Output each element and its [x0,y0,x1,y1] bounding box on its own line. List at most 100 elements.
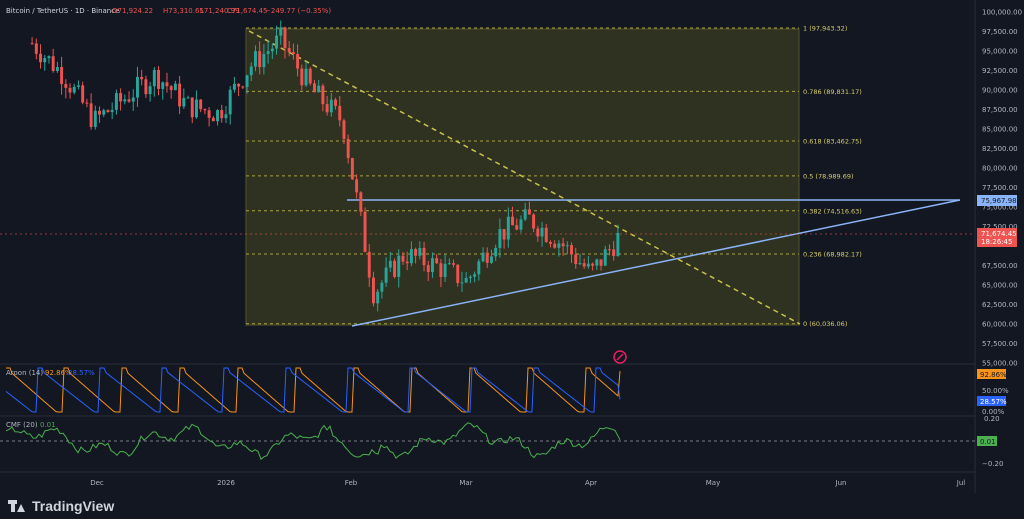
candle-body[interactable] [296,54,300,69]
candle-body[interactable] [93,110,97,128]
candle-body[interactable] [283,27,287,49]
candle-body[interactable] [435,258,439,264]
candle-body[interactable] [140,76,144,80]
candle-body[interactable] [371,277,375,304]
cmf-label[interactable]: CMF (20) [6,421,38,429]
candle-body[interactable] [270,48,274,52]
ascending-support-line[interactable] [351,199,961,327]
candle-body[interactable] [55,67,59,71]
aroon-up-line[interactable] [6,367,621,413]
candle-body[interactable] [405,261,409,264]
candle-body[interactable] [157,69,161,89]
candle-body[interactable] [473,274,477,277]
candle-body[interactable] [266,51,270,54]
candle-body[interactable] [51,56,55,71]
candle-body[interactable] [194,99,198,118]
candle-body[interactable] [401,255,405,262]
candle-body[interactable] [135,76,139,98]
time-axis[interactable]: Dec 2026 Feb Mar Apr May Jun Jul [90,479,965,487]
candle-body[interactable] [561,243,565,247]
candle-body[interactable] [376,291,380,304]
candle-body[interactable] [308,68,312,84]
candle-body[interactable] [536,228,540,237]
candle-body[interactable] [384,267,388,283]
candle-body[interactable] [275,35,279,49]
candle-body[interactable] [329,99,333,113]
candle-body[interactable] [123,99,127,102]
candlestick-series[interactable] [30,20,620,312]
candle-body[interactable] [106,110,110,113]
candle-body[interactable] [228,89,232,115]
candle-body[interactable] [279,27,283,36]
candle-body[interactable] [582,263,586,267]
candle-body[interactable] [89,103,93,128]
candle-body[interactable] [119,93,123,102]
candle-body[interactable] [165,82,169,87]
candle-body[interactable] [574,254,578,265]
candle-body[interactable] [60,67,64,85]
candle-body[interactable] [304,68,308,86]
candle-body[interactable] [409,249,413,264]
candle-body[interactable] [498,229,502,248]
candle-body[interactable] [30,43,34,45]
tradingview-logo[interactable]: TradingView [8,498,114,514]
candle-body[interactable] [161,82,165,89]
candle-body[interactable] [300,68,304,86]
candle-body[interactable] [439,263,443,278]
candle-body[interactable] [595,259,599,266]
fib-levels[interactable]: 1 (97,943.32) 0.786 (89,831.17) 0.618 (83,… [246,25,862,329]
candle-body[interactable] [321,85,325,105]
candle-body[interactable] [443,263,447,278]
candle-body[interactable] [190,97,194,118]
candle-body[interactable] [489,256,493,263]
candle-body[interactable] [418,247,422,256]
candle-body[interactable] [481,252,485,262]
candle-body[interactable] [186,97,190,99]
candle-body[interactable] [414,249,418,256]
aroon-label[interactable]: Aroon (14) [6,369,43,377]
candle-body[interactable] [127,99,131,102]
candle-body[interactable] [237,83,241,87]
candle-body[interactable] [456,264,460,283]
candle-body[interactable] [317,85,321,93]
candle-body[interactable] [291,52,295,55]
candle-body[interactable] [544,227,548,242]
cmf-line[interactable] [5,422,621,461]
candle-body[interactable] [511,216,515,226]
candle-body[interactable] [258,51,262,68]
candle-body[interactable] [477,261,481,275]
candle-body[interactable] [220,110,224,119]
candle-body[interactable] [603,249,607,266]
candle-body[interactable] [342,120,346,139]
candle-body[interactable] [68,87,72,93]
candle-body[interactable] [85,102,89,104]
candle-body[interactable] [460,282,464,284]
candle-body[interactable] [98,110,102,115]
candle-body[interactable] [540,227,544,237]
candle-body[interactable] [607,249,611,251]
candle-body[interactable] [519,219,523,230]
candle-body[interactable] [241,86,245,88]
candle-body[interactable] [262,53,266,68]
candle-body[interactable] [199,99,203,110]
candle-body[interactable] [203,109,207,111]
candle-body[interactable] [182,98,186,107]
candle-body[interactable] [39,53,43,63]
candle-body[interactable] [287,48,291,53]
candle-body[interactable] [397,255,401,277]
candle-body[interactable] [422,247,426,266]
candle-body[interactable] [245,75,249,88]
candle-body[interactable] [380,282,384,292]
candle-body[interactable] [148,86,152,95]
candle-body[interactable] [232,83,236,90]
candle-body[interactable] [144,79,148,95]
candle-body[interactable] [76,85,80,87]
candle-body[interactable] [363,211,367,252]
candle-body[interactable] [599,259,603,266]
candle-body[interactable] [430,258,434,273]
candle-body[interactable] [249,66,253,76]
candle-body[interactable] [207,110,211,118]
candle-body[interactable] [169,86,173,91]
aroon-down-line[interactable] [5,367,621,413]
candle-body[interactable] [494,247,498,257]
